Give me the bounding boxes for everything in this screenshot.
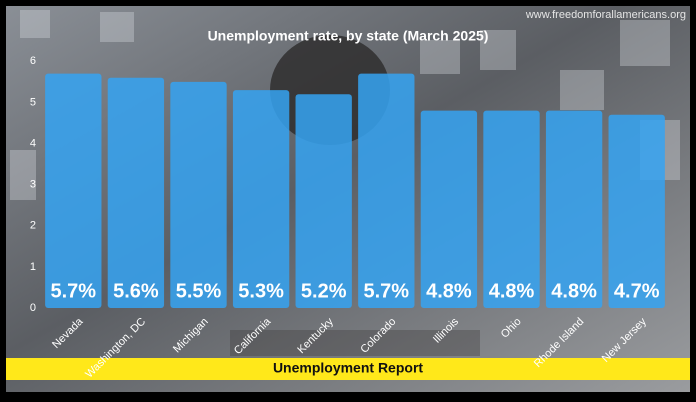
value-label: 5.2% bbox=[301, 280, 347, 302]
bar bbox=[483, 110, 540, 309]
value-label: 4.8% bbox=[551, 280, 597, 302]
banner bbox=[6, 358, 690, 380]
bar bbox=[45, 73, 102, 309]
y-tick-label: 6 bbox=[30, 55, 36, 67]
watermark: www.freedomforallamericans.org bbox=[525, 9, 686, 21]
value-label: 5.6% bbox=[113, 280, 159, 302]
y-tick-label: 4 bbox=[30, 137, 36, 149]
y-tick-label: 2 bbox=[30, 220, 36, 232]
value-label: 4.8% bbox=[426, 280, 472, 302]
value-label: 4.8% bbox=[489, 280, 535, 302]
bar bbox=[545, 110, 603, 309]
bar bbox=[170, 81, 227, 308]
y-tick-label: 1 bbox=[30, 261, 36, 273]
y-tick-label: 0 bbox=[30, 302, 36, 314]
bar bbox=[358, 73, 415, 309]
bar bbox=[295, 94, 352, 308]
y-tick-label: 3 bbox=[30, 179, 36, 191]
bar bbox=[107, 77, 165, 309]
chart-title: Unemployment rate, by state (March 2025) bbox=[208, 28, 489, 44]
bar bbox=[608, 114, 665, 309]
value-label: 5.3% bbox=[238, 280, 284, 302]
bar bbox=[420, 110, 478, 309]
value-label: 4.7% bbox=[614, 280, 660, 302]
value-label: 5.7% bbox=[364, 280, 410, 302]
y-tick-label: 5 bbox=[30, 96, 36, 108]
value-label: 5.5% bbox=[176, 280, 222, 302]
bar bbox=[232, 90, 290, 308]
banner-text: Unemployment Report bbox=[273, 360, 423, 376]
value-label: 5.7% bbox=[51, 280, 97, 302]
